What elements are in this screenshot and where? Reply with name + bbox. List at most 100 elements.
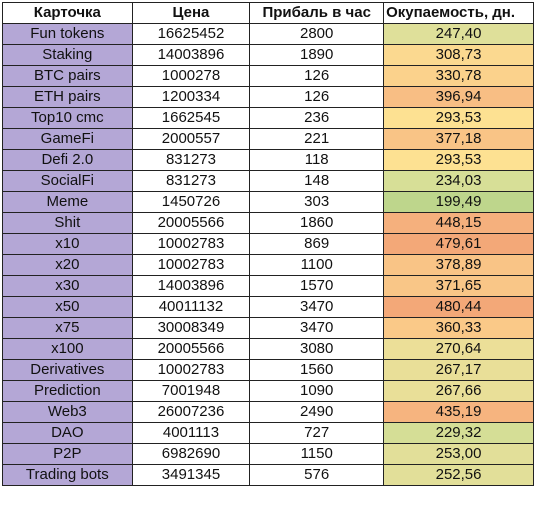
card-name-cell: x30: [2, 275, 133, 297]
price-cell: 10002783: [131, 233, 251, 255]
table-row: ETH pairs 1200334 126 396,94: [2, 86, 534, 108]
card-name-cell: Shit: [2, 212, 133, 234]
card-name-cell: Defi 2.0: [2, 149, 133, 171]
payback-days-cell: 229,32: [383, 422, 534, 444]
payback-days-cell: 330,78: [383, 65, 534, 87]
price-cell: 4001113: [131, 422, 251, 444]
table-row: Meme 1450726 303 199,49: [2, 191, 534, 213]
card-name-cell: x75: [2, 317, 133, 339]
card-name-cell: DAO: [2, 422, 133, 444]
card-name-cell: Web3: [2, 401, 133, 423]
profit-per-hour-cell: 3080: [249, 338, 385, 360]
price-cell: 1450726: [131, 191, 251, 213]
table-row: SocialFi 831273 148 234,03: [2, 170, 534, 192]
payback-days-cell: 267,66: [383, 380, 534, 402]
table-row: GameFi 2000557 221 377,18: [2, 128, 534, 150]
profit-per-hour-cell: 1090: [249, 380, 385, 402]
profit-per-hour-cell: 1100: [249, 254, 385, 276]
price-cell: 2000557: [131, 128, 251, 150]
header-card: Карточка: [2, 2, 133, 24]
payback-days-cell: 253,00: [383, 443, 534, 465]
profit-per-hour-cell: 576: [249, 464, 385, 486]
price-cell: 1200334: [131, 86, 251, 108]
payback-days-cell: 267,17: [383, 359, 534, 381]
price-cell: 3491345: [131, 464, 251, 486]
card-name-cell: Meme: [2, 191, 133, 213]
card-name-cell: Top10 cmc: [2, 107, 133, 129]
price-cell: 831273: [131, 149, 251, 171]
card-name-cell: GameFi: [2, 128, 133, 150]
profit-per-hour-cell: 236: [249, 107, 385, 129]
table-row: x20 10002783 1100 378,89: [2, 254, 534, 276]
card-name-cell: x50: [2, 296, 133, 318]
price-cell: 20005566: [131, 338, 251, 360]
price-cell: 10002783: [131, 359, 251, 381]
table-row: Web3 26007236 2490 435,19: [2, 401, 534, 423]
table-row: Derivatives 10002783 1560 267,17: [2, 359, 534, 381]
price-cell: 1000278: [131, 65, 251, 87]
profit-per-hour-cell: 126: [249, 86, 385, 108]
table-row: Shit 20005566 1860 448,15: [2, 212, 534, 234]
profit-per-hour-cell: 2800: [249, 23, 385, 45]
profit-per-hour-cell: 3470: [249, 296, 385, 318]
card-name-cell: BTC pairs: [2, 65, 133, 87]
price-cell: 6982690: [131, 443, 251, 465]
payback-days-cell: 377,18: [383, 128, 534, 150]
payback-days-cell: 293,53: [383, 107, 534, 129]
payback-days-cell: 252,56: [383, 464, 534, 486]
price-cell: 30008349: [131, 317, 251, 339]
price-cell: 26007236: [131, 401, 251, 423]
card-name-cell: ETH pairs: [2, 86, 133, 108]
table-row: Top10 cmc 1662545 236 293,53: [2, 107, 534, 129]
profit-per-hour-cell: 118: [249, 149, 385, 171]
table-row: BTC pairs 1000278 126 330,78: [2, 65, 534, 87]
price-cell: 7001948: [131, 380, 251, 402]
header-profit-per-hour: Прибаль в час: [249, 2, 385, 24]
table-row: x100 20005566 3080 270,64: [2, 338, 534, 360]
table-row: x50 40011132 3470 480,44: [2, 296, 534, 318]
profit-per-hour-cell: 869: [249, 233, 385, 255]
profit-per-hour-cell: 148: [249, 170, 385, 192]
header-payback-days: Окупаемость, дн.: [383, 2, 534, 24]
card-name-cell: Derivatives: [2, 359, 133, 381]
payback-days-cell: 308,73: [383, 44, 534, 66]
profit-per-hour-cell: 727: [249, 422, 385, 444]
card-name-cell: x10: [2, 233, 133, 255]
profit-per-hour-cell: 2490: [249, 401, 385, 423]
table-row: Staking 14003896 1890 308,73: [2, 44, 534, 66]
cards-table: Карточка Цена Прибаль в час Окупаемость,…: [2, 2, 534, 486]
table-row: Trading bots 3491345 576 252,56: [2, 464, 534, 486]
price-cell: 40011132: [131, 296, 251, 318]
payback-days-cell: 270,64: [383, 338, 534, 360]
payback-days-cell: 234,03: [383, 170, 534, 192]
payback-days-cell: 479,61: [383, 233, 534, 255]
price-cell: 831273: [131, 170, 251, 192]
profit-per-hour-cell: 303: [249, 191, 385, 213]
table-row: DAO 4001113 727 229,32: [2, 422, 534, 444]
payback-days-cell: 199,49: [383, 191, 534, 213]
table-row: Prediction 7001948 1090 267,66: [2, 380, 534, 402]
payback-days-cell: 480,44: [383, 296, 534, 318]
profit-per-hour-cell: 1890: [249, 44, 385, 66]
payback-days-cell: 396,94: [383, 86, 534, 108]
price-cell: 14003896: [131, 44, 251, 66]
payback-days-cell: 435,19: [383, 401, 534, 423]
payback-days-cell: 378,89: [383, 254, 534, 276]
table-row: Fun tokens 16625452 2800 247,40: [2, 23, 534, 45]
card-name-cell: Fun tokens: [2, 23, 133, 45]
profit-per-hour-cell: 126: [249, 65, 385, 87]
card-name-cell: Prediction: [2, 380, 133, 402]
profit-per-hour-cell: 1560: [249, 359, 385, 381]
card-name-cell: P2P: [2, 443, 133, 465]
price-cell: 16625452: [131, 23, 251, 45]
price-cell: 14003896: [131, 275, 251, 297]
payback-days-cell: 247,40: [383, 23, 534, 45]
card-name-cell: SocialFi: [2, 170, 133, 192]
card-name-cell: x20: [2, 254, 133, 276]
profit-per-hour-cell: 221: [249, 128, 385, 150]
card-name-cell: Trading bots: [2, 464, 133, 486]
header-price: Цена: [131, 2, 251, 24]
table-row: Defi 2.0 831273 118 293,53: [2, 149, 534, 171]
header-row: Карточка Цена Прибаль в час Окупаемость,…: [2, 2, 534, 24]
payback-days-cell: 448,15: [383, 212, 534, 234]
